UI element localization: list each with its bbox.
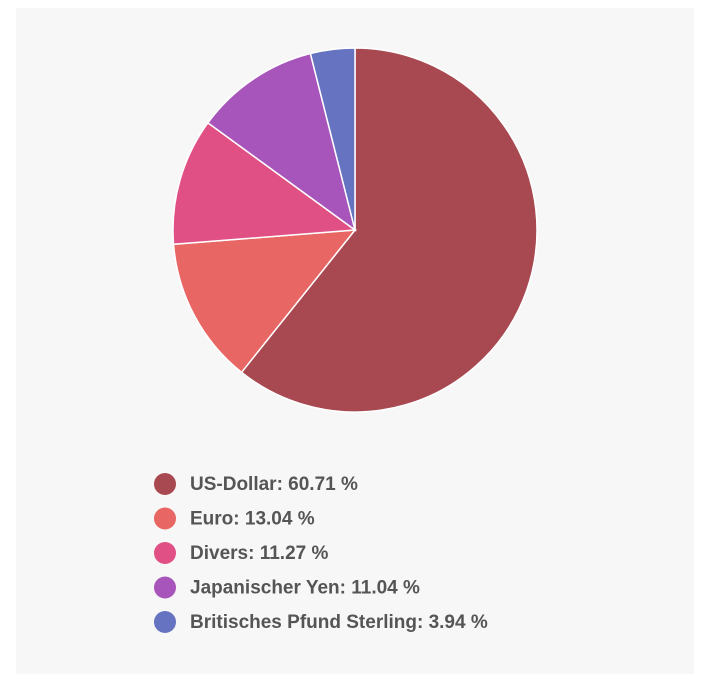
legend-label: Euro: 13.04 % xyxy=(190,509,315,530)
pie-slice xyxy=(309,47,356,231)
legend-label: Britisches Pfund Sterling: 3.94 % xyxy=(190,612,488,633)
legend-marker xyxy=(154,473,176,495)
legend-marker xyxy=(154,576,176,599)
pie-slice xyxy=(172,229,357,374)
legend-marker xyxy=(154,611,176,633)
legend-label: US-Dollar: 60.71 % xyxy=(190,474,358,495)
pie-slice xyxy=(206,52,357,232)
pie-slice xyxy=(240,47,538,413)
legend-label: Japanischer Yen: 11.04 % xyxy=(190,578,420,599)
pie-slice xyxy=(172,121,358,246)
legend-marker xyxy=(154,507,176,530)
legend-marker xyxy=(154,542,176,564)
legend-label: Divers: 11.27 % xyxy=(190,543,328,564)
